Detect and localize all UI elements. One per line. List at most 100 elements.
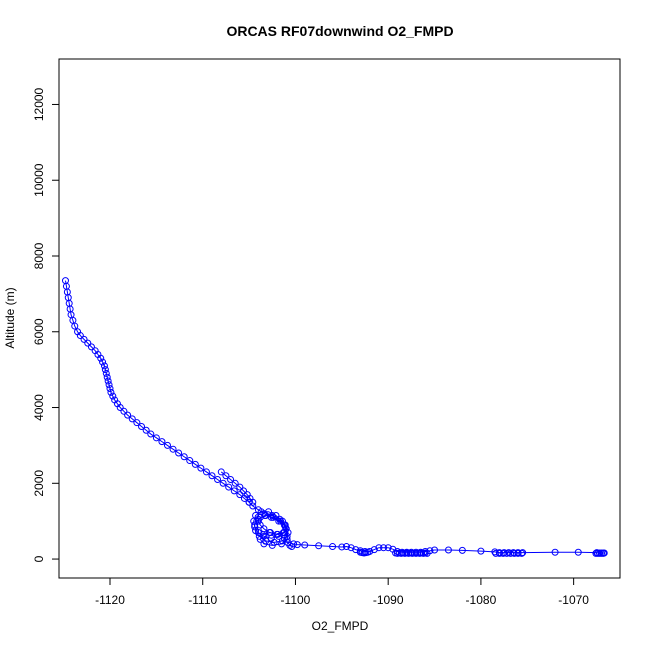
data-point (214, 476, 222, 483)
data-point (268, 541, 276, 549)
data-point (208, 472, 216, 480)
data-point (254, 515, 262, 523)
data-point (259, 531, 267, 539)
data-point (191, 460, 199, 468)
data-point (158, 438, 166, 446)
data-point (342, 543, 350, 551)
data-point (202, 468, 210, 476)
x-tick-label: -1070 (558, 593, 589, 607)
data-point (120, 407, 128, 415)
data-point (281, 521, 289, 529)
data-point (423, 549, 431, 557)
data-point (444, 546, 452, 554)
data-point (260, 540, 268, 548)
data-point (116, 404, 124, 412)
x-tick-label: -1110 (188, 593, 217, 607)
data-point (290, 540, 298, 548)
data-point (124, 411, 132, 419)
data-point (100, 362, 108, 370)
data-point (102, 369, 110, 377)
plot-frame (58, 58, 621, 579)
data-point (507, 549, 515, 557)
data-point (142, 426, 150, 434)
data-point (596, 549, 604, 557)
data-point (384, 544, 392, 552)
data-point (103, 373, 111, 381)
data-point (163, 441, 171, 449)
data-point (186, 457, 194, 465)
x-axis: -1120 -1110 -1100 -1090 -1080 -1070 (95, 577, 589, 607)
series-line (64, 280, 605, 554)
data-point (104, 377, 112, 385)
x-tick-label: -1120 (95, 593, 125, 607)
data-point (227, 476, 235, 483)
data-point (519, 549, 527, 557)
data-point (101, 366, 109, 374)
data-point (133, 419, 141, 427)
data-point (236, 483, 244, 491)
data-point (107, 388, 115, 396)
data-point (230, 487, 238, 495)
data-point (458, 546, 466, 554)
chart-title: ORCAS RF07downwind O2_FMPD (226, 23, 453, 39)
y-tick-label: 0 (32, 555, 46, 562)
data-point (109, 392, 117, 400)
y-axis-label: Altitude (m) (3, 287, 17, 348)
data-point (76, 332, 84, 340)
data-point (370, 546, 378, 554)
data-point (364, 548, 372, 556)
data-point (84, 339, 92, 347)
data-point (106, 385, 114, 393)
data-point (510, 549, 518, 557)
data-point (280, 534, 288, 542)
data-point (282, 525, 290, 533)
data-point (599, 549, 607, 557)
data-point (276, 515, 284, 523)
data-point (272, 511, 280, 519)
data-point (147, 430, 155, 438)
data-point (518, 549, 526, 557)
data-point (551, 548, 559, 556)
data-point (245, 498, 253, 506)
data-point (380, 544, 388, 552)
data-point (80, 335, 88, 343)
data-point (375, 544, 383, 552)
data-point (495, 549, 503, 557)
data-point (286, 541, 294, 549)
data-point (222, 472, 230, 480)
data-point (301, 541, 309, 549)
data-point (597, 549, 605, 557)
data-point (249, 498, 257, 506)
y-axis: 0 2000 4000 6000 8000 10000 12000 (32, 87, 60, 562)
data-point (503, 549, 511, 557)
x-axis-label: O2_FMPD (312, 619, 369, 633)
data-point (180, 453, 188, 461)
data-point (477, 547, 485, 555)
data-point (97, 354, 105, 362)
data-point (261, 511, 269, 519)
data-point (217, 468, 225, 476)
data-point (509, 549, 517, 557)
data-point (87, 343, 95, 351)
data-point (240, 487, 248, 495)
data-point (169, 445, 177, 453)
y-tick-label: 6000 (32, 318, 46, 345)
y-tick-label: 10000 (32, 163, 46, 197)
data-point (574, 548, 582, 556)
data-point (236, 491, 244, 499)
data-point (268, 511, 276, 519)
data-point (329, 543, 337, 551)
data-point (274, 530, 282, 538)
data-point (71, 322, 79, 330)
data-point (105, 381, 113, 389)
y-tick-label: 2000 (32, 470, 46, 497)
data-point (500, 549, 508, 557)
data-point (491, 548, 499, 556)
data-point (293, 541, 301, 549)
data-point (514, 549, 522, 557)
data-point (278, 540, 286, 548)
data-point (499, 549, 507, 557)
data-point (257, 508, 265, 516)
y-tick-label: 12000 (32, 87, 46, 121)
